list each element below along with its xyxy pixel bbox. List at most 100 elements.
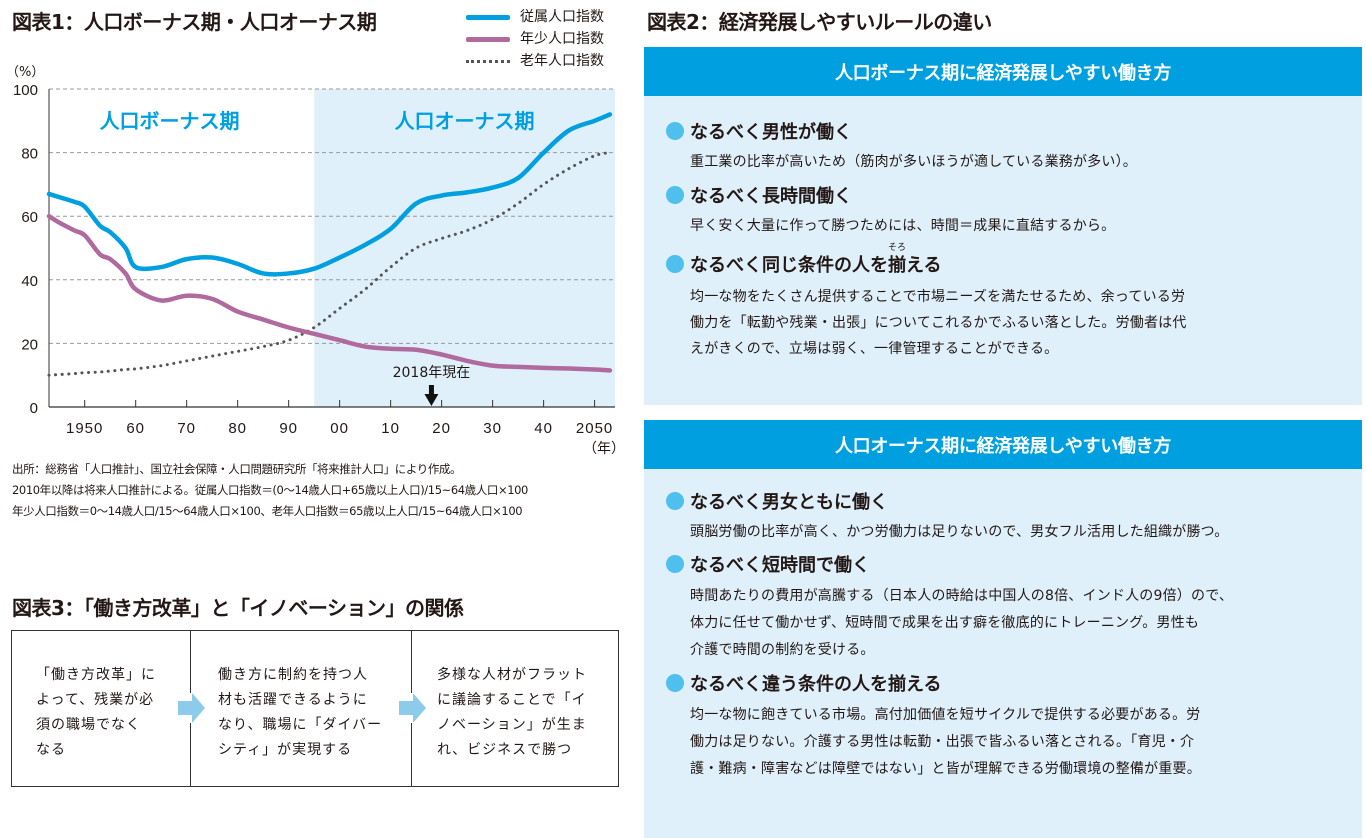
source-line: 2010年以降は将来人口推計による。従属人口指数＝(0～14歳人口+65歳以上人… — [12, 483, 528, 497]
rule-line: 時間あたりの費用が高騰する（日本人の時給は中国人の8倍、インド人の9倍）ので、 — [690, 588, 1234, 604]
x-tick-label: 80 — [228, 420, 247, 437]
rule-description: 重工業の比率が高いため（筋肉が多いほうが適している業務が多い）。 — [690, 150, 1362, 175]
flow-text-line: なり、職場に「ダイバー — [218, 717, 383, 733]
x-tick-label: 10 — [381, 420, 400, 437]
flow-text-line: シティ」が実現する — [218, 742, 353, 758]
x-tick-label: 2050 — [576, 420, 613, 437]
population-index-chart: 人口ボーナス期 人口オーナス期 0 20 40 60 80 100 （%） 1950 60 70 80 9… — [6, 65, 625, 457]
rule-description: 頭脳労働の比率が高く、かつ労働力は足りないので、男女フル活用した組織が勝つ。 — [690, 520, 1362, 545]
bullet-icon — [666, 122, 684, 140]
rule-title: なるべく短時間で働く — [666, 551, 1362, 577]
rule-title-text: なるべく長時間働く — [690, 186, 852, 207]
region-onus — [314, 89, 615, 407]
legend-swatch-dependency — [466, 14, 510, 20]
rule-line: 早く安く大量に作って勝つためには、時間＝成果に直結するから。 — [690, 218, 1116, 234]
rule-title-text: なるべく男性が働く — [690, 122, 852, 143]
y-tick-label: 80 — [21, 146, 38, 163]
rule-description: 早く安く大量に作って勝つためには、時間＝成果に直結するから。 — [690, 214, 1362, 239]
rule-description: 均一な物に飽きている市場。高付加価値を短サイクルで提供する必要がある。労 働力は… — [690, 702, 1362, 783]
flow-text-line: れ、ビジネスで勝つ — [437, 742, 573, 758]
source-line: 年少人口指数＝0～14歳人口/15～64歳人口×100、老年人口指数＝65歳以上… — [12, 504, 523, 518]
x-tick-label: 20 — [432, 420, 451, 437]
rule-item: なるべく違う条件の人を揃える 均一な物に飽きている市場。高付加価値を短サイクルで… — [666, 670, 1362, 783]
flow-step-1: 「働き方改革」に よって、残業が必 須の職場でなく なる — [12, 631, 190, 786]
chart-source-note: 出所：総務省「人口推計」、国立社会保障・人口問題研究所「将来推計人口」により作成… — [12, 459, 528, 522]
bullet-icon — [666, 186, 684, 204]
flow-text-line: 材も活躍できるように — [218, 692, 368, 708]
flow-text-line: ノベーション」が生ま — [437, 717, 587, 733]
rule-line: 頭脳労働の比率が高く、かつ労働力は足りないので、男女フル活用した組織が勝つ。 — [690, 524, 1229, 540]
arrow-down-icon — [428, 385, 434, 395]
arrow-down-icon-head — [424, 394, 439, 406]
flow-text-line: 須の職場でなく — [36, 717, 141, 733]
legend-swatch-youth — [466, 36, 510, 42]
ruby-base: 揃 — [888, 255, 906, 276]
series-dependency-line — [46, 112, 613, 277]
region-label: 人口ボーナス期 — [100, 109, 240, 133]
figure3-title: 図表3：「働き方改革」と「イノベーション」の関係 — [12, 596, 464, 620]
rule-line: 重工業の比率が高いため（筋肉が多いほうが適している業務が多い）。 — [690, 154, 1137, 170]
rule-line: 働力を「転勤や残業・出張」についてこれるかでふるい落とした。労働者は代 — [690, 315, 1187, 331]
rule-title-text: える — [906, 255, 942, 276]
figure1-title: 図表1：人口ボーナス期・人口オーナス期 — [12, 10, 377, 34]
legend-item-elderly: 老年人口指数 — [466, 50, 604, 72]
flow-step-3: 多様な人材がフラット に議論することで「イ ノベーション」が生ま れ、ビジネスで… — [399, 631, 618, 786]
flow-diagram: 「働き方改革」に よって、残業が必 須の職場でなく なる 働き方に制約を持つ人 … — [11, 630, 619, 787]
arrow-right-icon — [178, 693, 205, 723]
bonus-period-panel: 人口ボーナス期に経済発展しやすい働き方 なるべく男性が働く 重工業の比率が高いた… — [644, 47, 1362, 405]
ruby-annotated-char: そろ揃 — [888, 243, 906, 277]
panel-heading: 人口ボーナス期に経済発展しやすい働き方 — [644, 47, 1362, 96]
region-label: 人口オーナス期 — [395, 109, 535, 133]
bullet-icon — [666, 492, 684, 510]
x-tick-label: 60 — [126, 420, 145, 437]
x-tick-label: 30 — [483, 420, 502, 437]
annotation-label: 2018年現在 — [393, 365, 471, 381]
series-youth-line — [46, 213, 613, 373]
x-tick-label: 90 — [279, 420, 298, 437]
flow-text-line: に議論することで「イ — [437, 692, 587, 708]
panel-heading: 人口オーナス期に経済発展しやすい働き方 — [644, 420, 1362, 469]
rule-item: なるべく同じ条件の人を そろ揃える 均一な物をたくさん提供することで市場ニーズを満… — [666, 243, 1362, 362]
rule-title: なるべく男女ともに働く — [666, 488, 1362, 514]
rule-title: なるべく同じ条件の人を そろ揃える — [666, 243, 1362, 277]
rule-title: なるべく男性が働く — [666, 118, 1362, 144]
y-tick-label: 0 — [30, 400, 38, 417]
bullet-icon — [666, 255, 684, 273]
x-tick-label: 00 — [330, 420, 349, 437]
rule-title-text: なるべく違う条件の人を揃える — [690, 674, 942, 695]
arrow-right-icon — [399, 693, 426, 723]
rule-item: なるべく男女ともに働く 頭脳労働の比率が高く、かつ労働力は足りないので、男女フル… — [666, 488, 1362, 545]
y-tick-label: 40 — [21, 273, 38, 290]
rule-line: 介護で時間の制約を受ける。 — [690, 642, 875, 658]
y-tick-label: 20 — [21, 336, 38, 353]
rule-title-text: なるべく男女ともに働く — [690, 492, 888, 513]
region-bonus — [49, 89, 315, 407]
rule-description: 均一な物をたくさん提供することで市場ニーズを満たせるため、余っている労 働力を「… — [690, 284, 1362, 362]
rule-title: なるべく長時間働く — [666, 182, 1362, 208]
y-tick-label: 60 — [21, 209, 38, 226]
flow-text-line: 「働き方改革」に — [36, 667, 156, 683]
legend-item-dependency: 従属人口指数 — [466, 6, 604, 28]
y-tick-label: 100 — [13, 82, 38, 99]
figure2-title: 図表2：経済発展しやすいルールの違い — [647, 10, 992, 34]
rule-description: 時間あたりの費用が高騰する（日本人の時給は中国人の8倍、インド人の9倍）ので、 … — [690, 583, 1362, 664]
x-tick-label: 40 — [534, 420, 553, 437]
rule-line: 均一な物に飽きている市場。高付加価値を短サイクルで提供する必要がある。労 — [690, 707, 1201, 723]
bullet-icon — [666, 674, 684, 692]
legend-label-dependency: 従属人口指数 — [520, 9, 604, 25]
x-tick-label: 70 — [177, 420, 196, 437]
chart-legend: 従属人口指数 年少人口指数 老年人口指数 — [466, 6, 604, 72]
rule-line: 働力は足りない。介護する男性は転勤・出張で皆ふるい落とされる。「育児・介 — [690, 734, 1195, 750]
rule-line: えがきくので、立場は弱く、一律管理することができる。 — [690, 341, 1059, 357]
rule-item: なるべく男性が働く 重工業の比率が高いため（筋肉が多いほうが適している業務が多い… — [666, 118, 1362, 175]
series-elderly-line — [47, 151, 612, 377]
rule-line: 体力に任せて働かせず、短時間で成果を出す癖を徹底的にトレーニング。男性も — [690, 615, 1200, 631]
legend-item-youth: 年少人口指数 — [466, 28, 604, 50]
rule-title-text: なるべく短時間で働く — [690, 555, 870, 576]
flow-text-line: 働き方に制約を持つ人 — [218, 667, 368, 683]
legend-label-youth: 年少人口指数 — [520, 31, 604, 47]
flow-step-2: 働き方に制約を持つ人 材も活躍できるように なり、職場に「ダイバー シティ」が実… — [178, 631, 411, 786]
rule-line: 護・難病・障害などは障壁ではない」と皆が理解できる労働環境の整備が重要。 — [690, 761, 1201, 777]
legend-label-elderly: 老年人口指数 — [520, 53, 604, 69]
flow-text-line: 多様な人材がフラット — [437, 667, 587, 683]
